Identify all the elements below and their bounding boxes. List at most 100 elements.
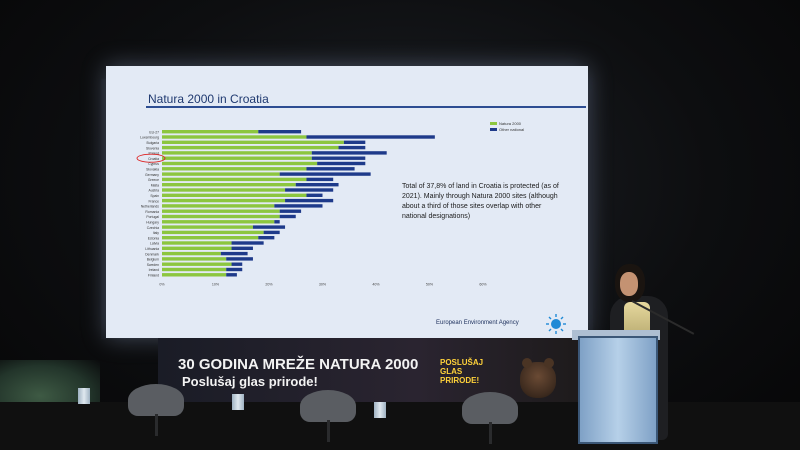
bear-ear <box>544 358 554 368</box>
bar-segment <box>162 241 232 245</box>
chart-legend: Natura 2000 Other national <box>490 120 524 132</box>
bar-segment <box>231 246 253 250</box>
event-banner <box>158 338 590 402</box>
bar-segment <box>285 198 334 203</box>
bar-segment <box>306 193 323 197</box>
bar-segment <box>311 151 387 155</box>
slide-title: Natura 2000 in Croatia <box>148 92 269 106</box>
category-label: Latvia <box>150 242 159 246</box>
bar-segment <box>263 230 280 235</box>
stage-floor <box>0 402 800 450</box>
category-label: Ireland <box>149 268 159 272</box>
banner-headline: 30 GODINA MREŽE NATURA 2000 <box>178 356 419 373</box>
x-tick-label: 40% <box>372 282 380 286</box>
bar-segment <box>306 135 435 139</box>
bear-ear <box>522 358 532 368</box>
x-tick-label: 10% <box>212 282 220 286</box>
bar-segment <box>279 172 371 176</box>
bar-segment <box>295 183 339 187</box>
bar-segment <box>306 177 334 182</box>
x-tick-label: 30% <box>319 282 327 286</box>
bar-segment <box>162 198 286 203</box>
bar-segment <box>279 209 302 213</box>
bar-segment <box>162 130 259 134</box>
banner-slogan: Poslušaj glas prirode! <box>182 374 318 389</box>
bar-segment <box>220 251 248 256</box>
highlight-circle <box>136 153 166 163</box>
speaker-face <box>620 272 638 296</box>
bar-segment <box>317 161 366 166</box>
bar-segment <box>162 225 253 229</box>
bar-segment <box>162 167 307 171</box>
category-label: Portugal <box>146 215 159 219</box>
bar-segment <box>231 241 264 245</box>
legend-swatch <box>490 121 497 125</box>
category-label: Romania <box>145 210 159 214</box>
bar-segment <box>162 220 275 224</box>
bar-segment <box>162 193 307 197</box>
category-label: Greece <box>148 178 159 182</box>
agency-name: European Environment Agency <box>436 320 519 326</box>
bar-segment <box>226 257 253 261</box>
bar-segment <box>162 251 221 256</box>
podium <box>578 336 658 444</box>
bar-segment <box>162 156 312 160</box>
bar-segment <box>226 273 237 277</box>
chair-stem <box>155 414 158 436</box>
category-label: Czechia <box>147 226 159 230</box>
bar-segment <box>258 130 302 134</box>
podium-top <box>572 330 660 340</box>
bar-segment <box>274 220 280 224</box>
bar-segment <box>162 204 275 208</box>
category-label: Sweden <box>147 263 159 267</box>
category-label: Croatia <box>148 157 159 161</box>
category-label: Bulgaria <box>147 141 160 145</box>
legend-item: Other national <box>490 126 524 132</box>
legend-swatch <box>490 127 497 131</box>
category-label: Spain <box>150 194 159 198</box>
bar-segment <box>162 161 318 166</box>
presentation-slide: Natura 2000 in Croatia EU-27 Luxembourg Bu… <box>106 66 588 338</box>
armchair <box>462 392 518 424</box>
category-label: Italy <box>153 231 160 235</box>
bar-segment <box>343 140 366 144</box>
slide-note: Total of 37,8% of land in Croatia is pro… <box>402 183 559 220</box>
bear-photo <box>520 362 556 398</box>
category-label: Slovenia <box>146 146 159 150</box>
bar-segment <box>162 177 307 182</box>
bar-segment <box>162 209 280 213</box>
armchair <box>128 384 184 416</box>
bar-segment <box>226 267 243 272</box>
legend-item: Natura 2000 <box>490 120 524 126</box>
bar-segment <box>162 267 227 272</box>
chair-stem <box>489 422 492 444</box>
bar-segment <box>162 236 259 240</box>
category-label: Estonia <box>148 236 159 240</box>
category-label: Lithuania <box>145 247 159 251</box>
x-tick-label: 0% <box>159 282 165 286</box>
bar-segment <box>162 188 286 192</box>
water-bottles <box>232 394 244 410</box>
water-bottles <box>78 388 90 404</box>
slogan-sticker: POSLUŠAJ GLAS PRIRODE! <box>440 358 484 385</box>
title-divider <box>146 106 586 108</box>
eea-logo-icon <box>546 314 566 334</box>
category-label: Austria <box>148 189 159 193</box>
bar-segment <box>162 262 232 266</box>
category-label: Belgium <box>147 258 159 262</box>
category-label: Poland <box>148 152 159 156</box>
bar-segment <box>162 214 280 219</box>
bar-segment <box>338 145 366 150</box>
category-label: Slovakia <box>146 168 159 172</box>
category-label: France <box>148 199 159 203</box>
category-label: Netherlands <box>141 205 160 209</box>
bar-segment <box>162 172 280 176</box>
bar-segment <box>258 236 275 240</box>
bar-segment <box>162 140 344 144</box>
bar-segment <box>162 183 296 187</box>
bar-segment <box>285 188 334 192</box>
chair-stem <box>327 420 330 442</box>
x-tick-label: 50% <box>426 282 434 286</box>
armchair <box>300 390 356 422</box>
